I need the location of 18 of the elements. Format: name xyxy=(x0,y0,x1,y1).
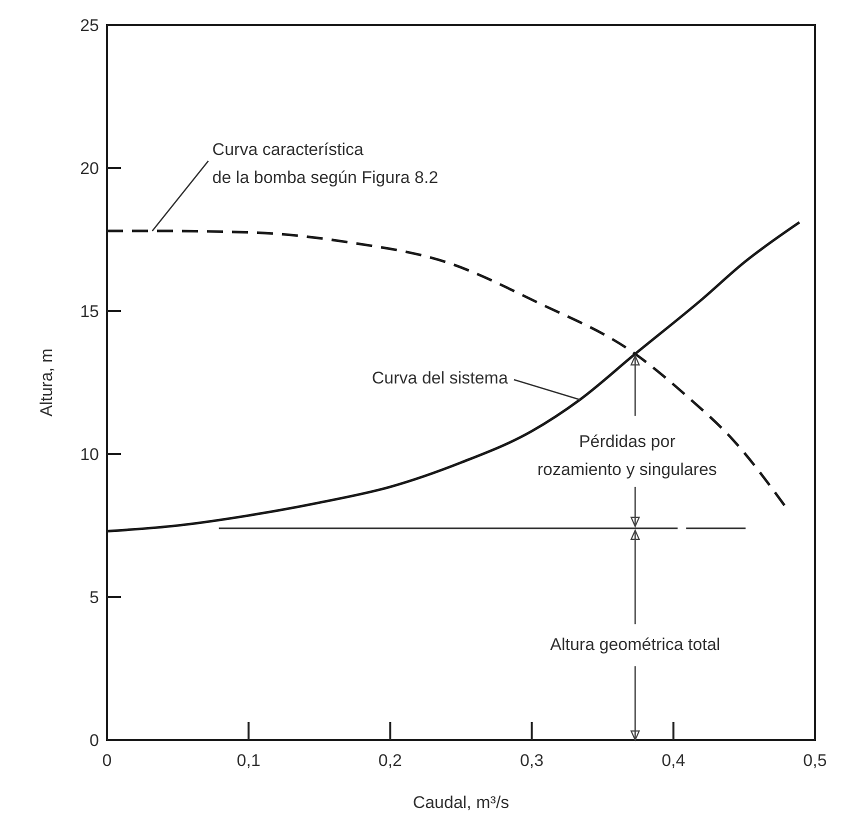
y-tick-label: 0 xyxy=(90,730,99,750)
annotation: Pérdidas por rozamiento y singulares xyxy=(537,432,717,479)
y-tick-label: 25 xyxy=(80,16,99,35)
y-tick-label: 15 xyxy=(80,302,99,321)
y-tick-label: 20 xyxy=(80,158,99,178)
y-axis-title: Altura, m xyxy=(37,348,56,417)
annotation: Curva del sistema xyxy=(372,368,508,388)
x-tick-label: 0,5 xyxy=(803,751,827,770)
x-tick-label: 0,3 xyxy=(520,751,544,770)
annotation: Curva característica de la bomba según Figura 8.2 xyxy=(212,140,438,187)
y-tick-label: 5 xyxy=(90,588,99,607)
y-tick-label: 10 xyxy=(80,444,99,464)
x-tick-label: 0,2 xyxy=(378,751,402,770)
x-tick-label: 0 xyxy=(102,751,112,770)
x-axis-title: Caudal, m³/s xyxy=(412,793,510,812)
x-tick-label: 0,4 xyxy=(662,751,686,770)
annotation: Altura geométrica total xyxy=(550,635,720,654)
x-tick-label: 0,1 xyxy=(236,751,260,770)
